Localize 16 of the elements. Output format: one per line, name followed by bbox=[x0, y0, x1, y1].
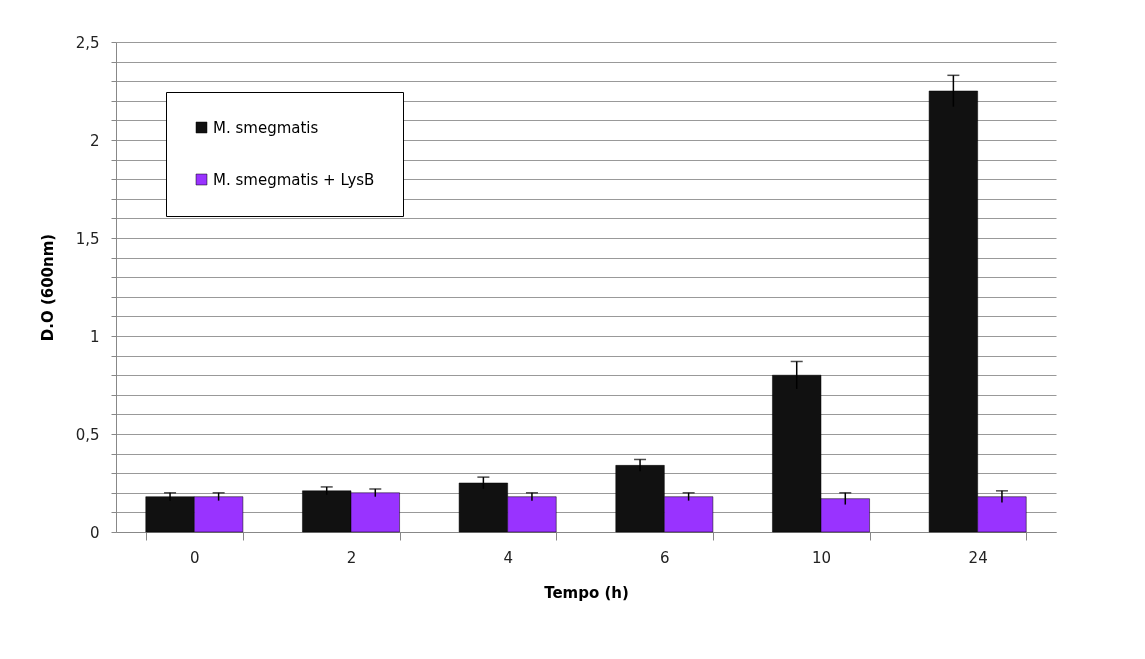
x-tick-label: 24 bbox=[968, 548, 988, 567]
x-tick-label: 10 bbox=[811, 548, 832, 567]
x-tick-label: 0 bbox=[190, 548, 200, 567]
y-tick-label: 2,5 bbox=[75, 33, 100, 52]
legend-label: M. smegmatis + LysB bbox=[213, 170, 375, 189]
legend-label: M. smegmatis bbox=[213, 118, 319, 137]
y-tick-label: 0,5 bbox=[75, 425, 100, 444]
x-axis-title: Tempo (h) bbox=[544, 583, 629, 602]
y-axis-title: D.O (600nm) bbox=[38, 233, 57, 342]
y-tick-label: 0 bbox=[89, 523, 100, 542]
x-tick-label: 4 bbox=[503, 548, 513, 567]
y-tick-label: 1,5 bbox=[75, 229, 100, 248]
y-tick-label: 1 bbox=[89, 327, 100, 346]
y-tick-label: 2 bbox=[89, 131, 100, 150]
x-tick-label: 2 bbox=[346, 548, 357, 567]
x-tick-label: 6 bbox=[660, 548, 670, 567]
